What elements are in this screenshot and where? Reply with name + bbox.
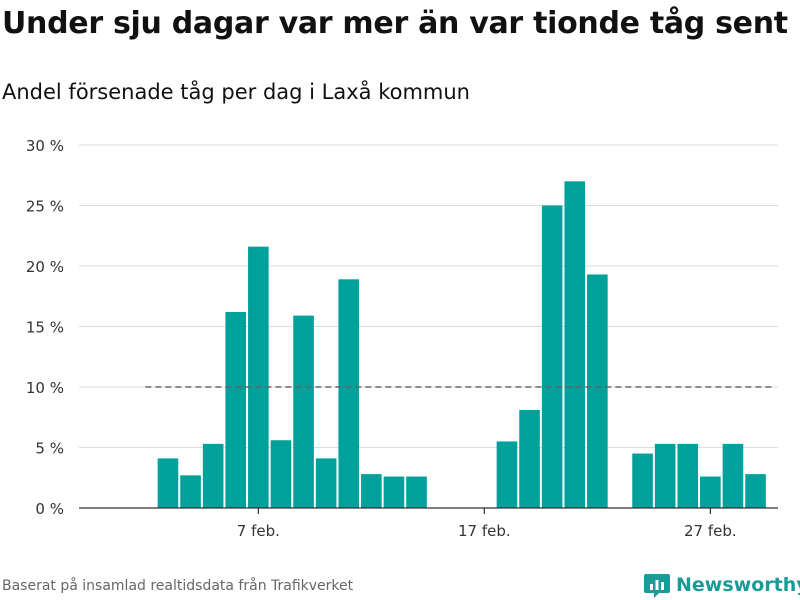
bar (202, 443, 224, 508)
bar (587, 274, 608, 508)
y-tick-label: 0 % (35, 500, 64, 518)
bar (722, 443, 744, 508)
bar (564, 181, 586, 509)
bar (248, 246, 269, 508)
bar (383, 476, 405, 508)
bar (654, 443, 676, 508)
brand-logo[interactable]: Newsworthy (644, 570, 800, 600)
bar (180, 475, 201, 508)
gridlines (79, 144, 778, 448)
x-tick-label: 27 feb. (684, 522, 737, 540)
bar (225, 311, 247, 508)
bar (406, 476, 427, 508)
bar (293, 315, 314, 508)
y-tick-label: 25 % (26, 198, 64, 216)
bars (157, 181, 766, 509)
bar (361, 474, 382, 508)
x-tick-label: 17 feb. (458, 522, 511, 540)
y-tick-label: 5 % (35, 440, 64, 458)
axes: 0 % 5 % 10 % 15 % 20 % 25 % 30 % 7 feb. 17 feb. 2… (26, 137, 778, 540)
y-tick-label: 15 % (26, 319, 64, 337)
bar (541, 205, 563, 508)
bar (632, 453, 653, 508)
bar (338, 279, 360, 508)
bar (157, 458, 179, 508)
y-tick-label: 30 % (26, 137, 64, 155)
bar (700, 476, 721, 508)
y-tick-label: 20 % (26, 258, 64, 276)
chart-subtitle: Andel försenade tåg per dag i Laxå kommu… (2, 80, 470, 104)
y-tick-label: 10 % (26, 379, 64, 397)
bar (496, 441, 518, 508)
bar (315, 458, 337, 508)
bar (270, 440, 292, 508)
bar (745, 474, 766, 508)
bar (677, 443, 699, 508)
bar (519, 409, 540, 508)
chart-title: Under sju dagar var mer än var tionde tå… (2, 6, 788, 41)
source-note: Baserat på insamlad realtidsdata från Tr… (2, 578, 354, 594)
x-tick-label: 7 feb. (237, 522, 280, 540)
brand-name: Newsworthy (676, 574, 800, 596)
newsworthy-logo-icon (644, 574, 670, 598)
